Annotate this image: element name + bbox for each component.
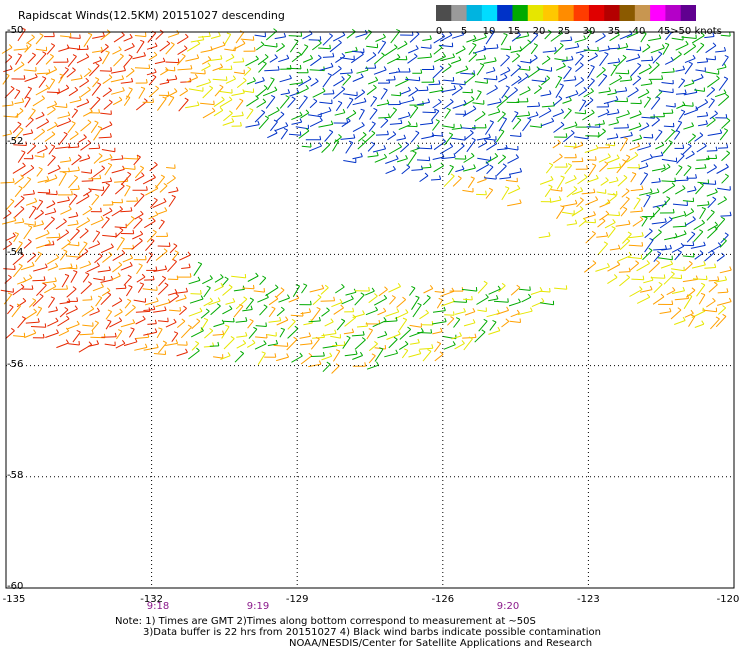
colorbar-swatch <box>558 5 575 21</box>
colorbar-swatch <box>650 5 666 21</box>
longitude-label: -129 <box>285 594 309 605</box>
note-line-2: 3)Data buffer is 22 hrs from 20151027 4)… <box>143 627 601 638</box>
time-label: 9:18 <box>146 601 170 612</box>
colorbar-swatch <box>665 5 682 21</box>
longitude-label: -120 <box>716 594 740 605</box>
colorbar-swatch <box>527 5 544 21</box>
colorbar-swatch <box>588 5 605 21</box>
latitude-label: -56 <box>7 358 24 370</box>
longitude-label: -132 <box>140 594 163 605</box>
time-label: 9:20 <box>496 601 520 612</box>
colorbar-swatch <box>619 5 636 21</box>
latitude-label: -58 <box>7 469 24 481</box>
note-line-3: NOAA/NESDIS/Center for Satellite Applica… <box>289 638 593 649</box>
wind-swath <box>0 27 732 374</box>
latitude-label: -50 <box>7 25 24 36</box>
colorbar-swatch <box>436 5 452 21</box>
longitude-label: -123 <box>577 594 600 605</box>
colorbar-swatch <box>543 5 559 21</box>
colorbar-swatch <box>466 5 483 21</box>
colorbar-swatch <box>634 5 651 21</box>
latitude-label: -60 <box>7 581 24 592</box>
colorbar-swatch <box>497 5 513 21</box>
colorbar-swatch <box>481 5 498 21</box>
map-frame <box>5 31 735 589</box>
note-line-1: Note: 1) Times are GMT 2)Times along bot… <box>115 616 536 627</box>
latitude-label: -54 <box>7 247 24 259</box>
longitude-label: -126 <box>431 594 455 605</box>
latitude-label: -52 <box>7 136 24 148</box>
colorbar-swatches <box>436 5 697 21</box>
colorbar-swatch <box>451 5 468 21</box>
map-title: Rapidscat Winds(12.5KM) 20151027 descend… <box>18 9 285 22</box>
time-label: 9:19 <box>246 601 270 612</box>
colorbar-swatch <box>680 5 697 21</box>
colorbar-swatch <box>604 5 621 21</box>
longitude-label: -135 <box>2 594 26 605</box>
colorbar-swatch <box>573 5 590 21</box>
colorbar-swatch <box>512 5 529 21</box>
